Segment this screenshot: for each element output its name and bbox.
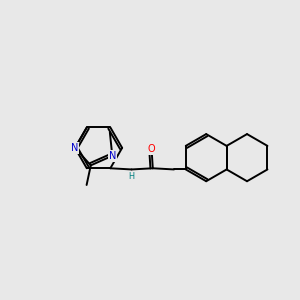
Text: N: N: [109, 151, 116, 161]
Text: N: N: [71, 143, 79, 153]
Text: N: N: [71, 143, 79, 153]
Text: H: H: [128, 172, 135, 181]
Text: O: O: [148, 144, 155, 154]
